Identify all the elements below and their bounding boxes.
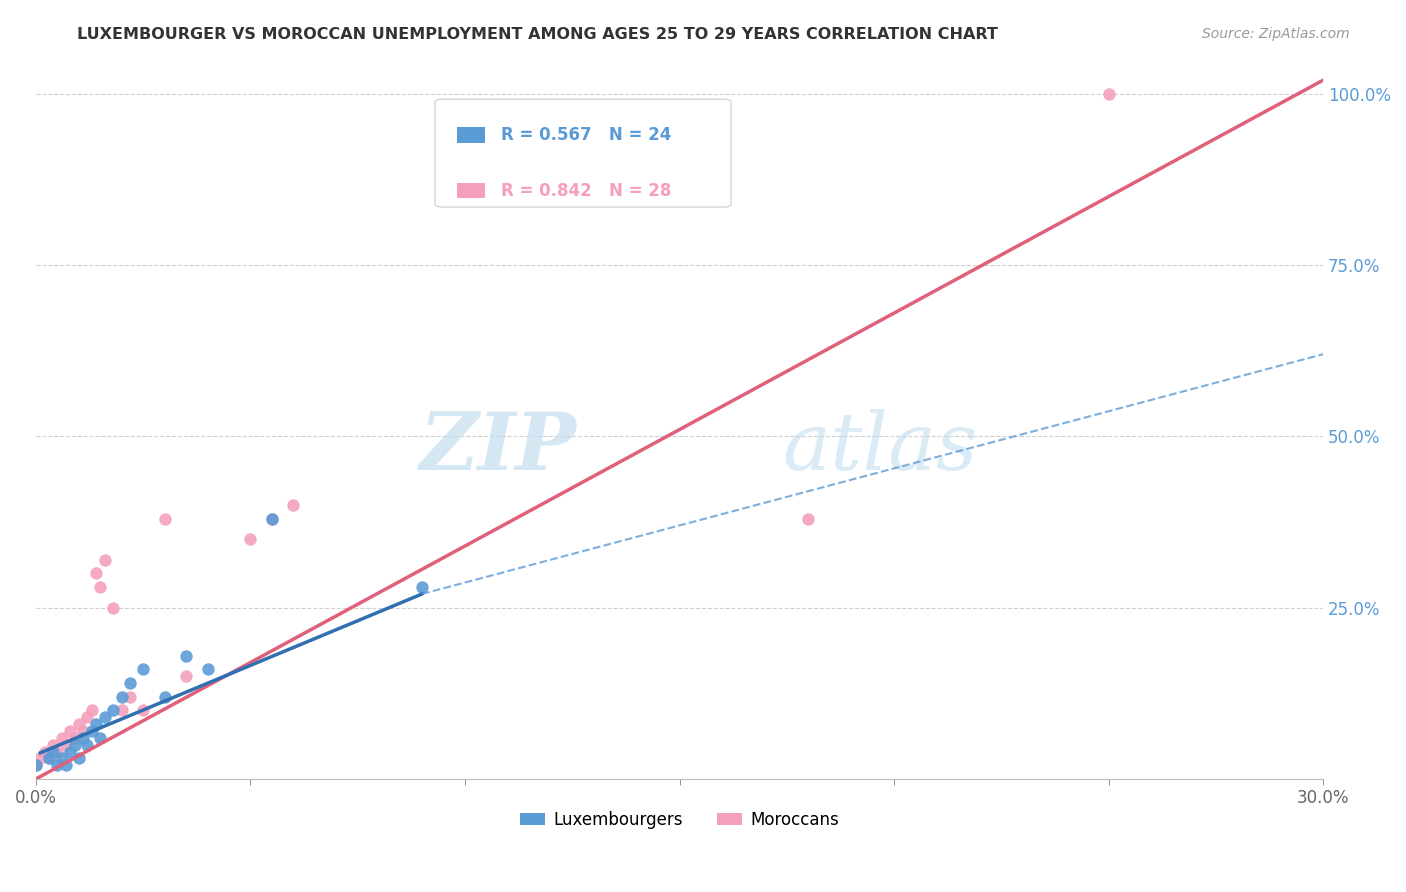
FancyBboxPatch shape: [434, 99, 731, 207]
Point: [174, 669, 197, 683]
FancyBboxPatch shape: [457, 128, 485, 143]
Point: [67, 717, 90, 731]
Point: [38, 751, 60, 765]
FancyBboxPatch shape: [457, 183, 485, 198]
Point: [93, 552, 115, 566]
Point: [111, 690, 134, 704]
Text: LUXEMBOURGER VS MOROCCAN UNEMPLOYMENT AMONG AGES 25 TO 29 YEARS CORRELATION CHAR: LUXEMBOURGER VS MOROCCAN UNEMPLOYMENT AM…: [77, 27, 998, 42]
Point: [153, 511, 176, 525]
Point: [30, 751, 52, 765]
Point: [174, 648, 197, 663]
Point: [63, 738, 86, 752]
Point: [797, 511, 820, 525]
Point: [283, 498, 305, 512]
Text: R = 0.842   N = 28: R = 0.842 N = 28: [501, 181, 671, 200]
Point: [101, 600, 124, 615]
Point: [80, 723, 103, 738]
Point: [55, 758, 77, 772]
Point: [25, 758, 48, 772]
Point: [76, 710, 98, 724]
Point: [76, 738, 98, 752]
Point: [89, 731, 111, 745]
Point: [46, 745, 69, 759]
Point: [89, 580, 111, 594]
Point: [38, 751, 60, 765]
Point: [84, 566, 107, 581]
Point: [111, 703, 134, 717]
Point: [51, 731, 73, 745]
Point: [239, 532, 262, 546]
Text: ZIP: ZIP: [419, 409, 576, 487]
Point: [132, 662, 155, 676]
Legend: Luxembourgers, Moroccans: Luxembourgers, Moroccans: [513, 804, 845, 835]
Point: [25, 758, 48, 772]
Point: [153, 690, 176, 704]
Point: [260, 511, 283, 525]
Point: [411, 580, 433, 594]
Point: [72, 731, 94, 745]
Point: [46, 758, 69, 772]
Text: atlas: atlas: [783, 409, 979, 487]
Point: [120, 676, 142, 690]
Point: [42, 738, 65, 752]
Point: [72, 723, 94, 738]
Point: [67, 751, 90, 765]
Point: [59, 723, 82, 738]
Point: [260, 511, 283, 525]
Point: [101, 703, 124, 717]
Point: [63, 731, 86, 745]
Point: [93, 710, 115, 724]
Point: [34, 745, 56, 759]
Point: [80, 703, 103, 717]
Point: [132, 703, 155, 717]
Text: Source: ZipAtlas.com: Source: ZipAtlas.com: [1202, 27, 1350, 41]
Point: [197, 662, 219, 676]
Point: [55, 738, 77, 752]
Point: [42, 745, 65, 759]
Point: [84, 717, 107, 731]
Point: [51, 751, 73, 765]
Point: [59, 745, 82, 759]
Point: [1097, 87, 1119, 101]
Text: R = 0.567   N = 24: R = 0.567 N = 24: [501, 126, 671, 145]
Point: [120, 690, 142, 704]
